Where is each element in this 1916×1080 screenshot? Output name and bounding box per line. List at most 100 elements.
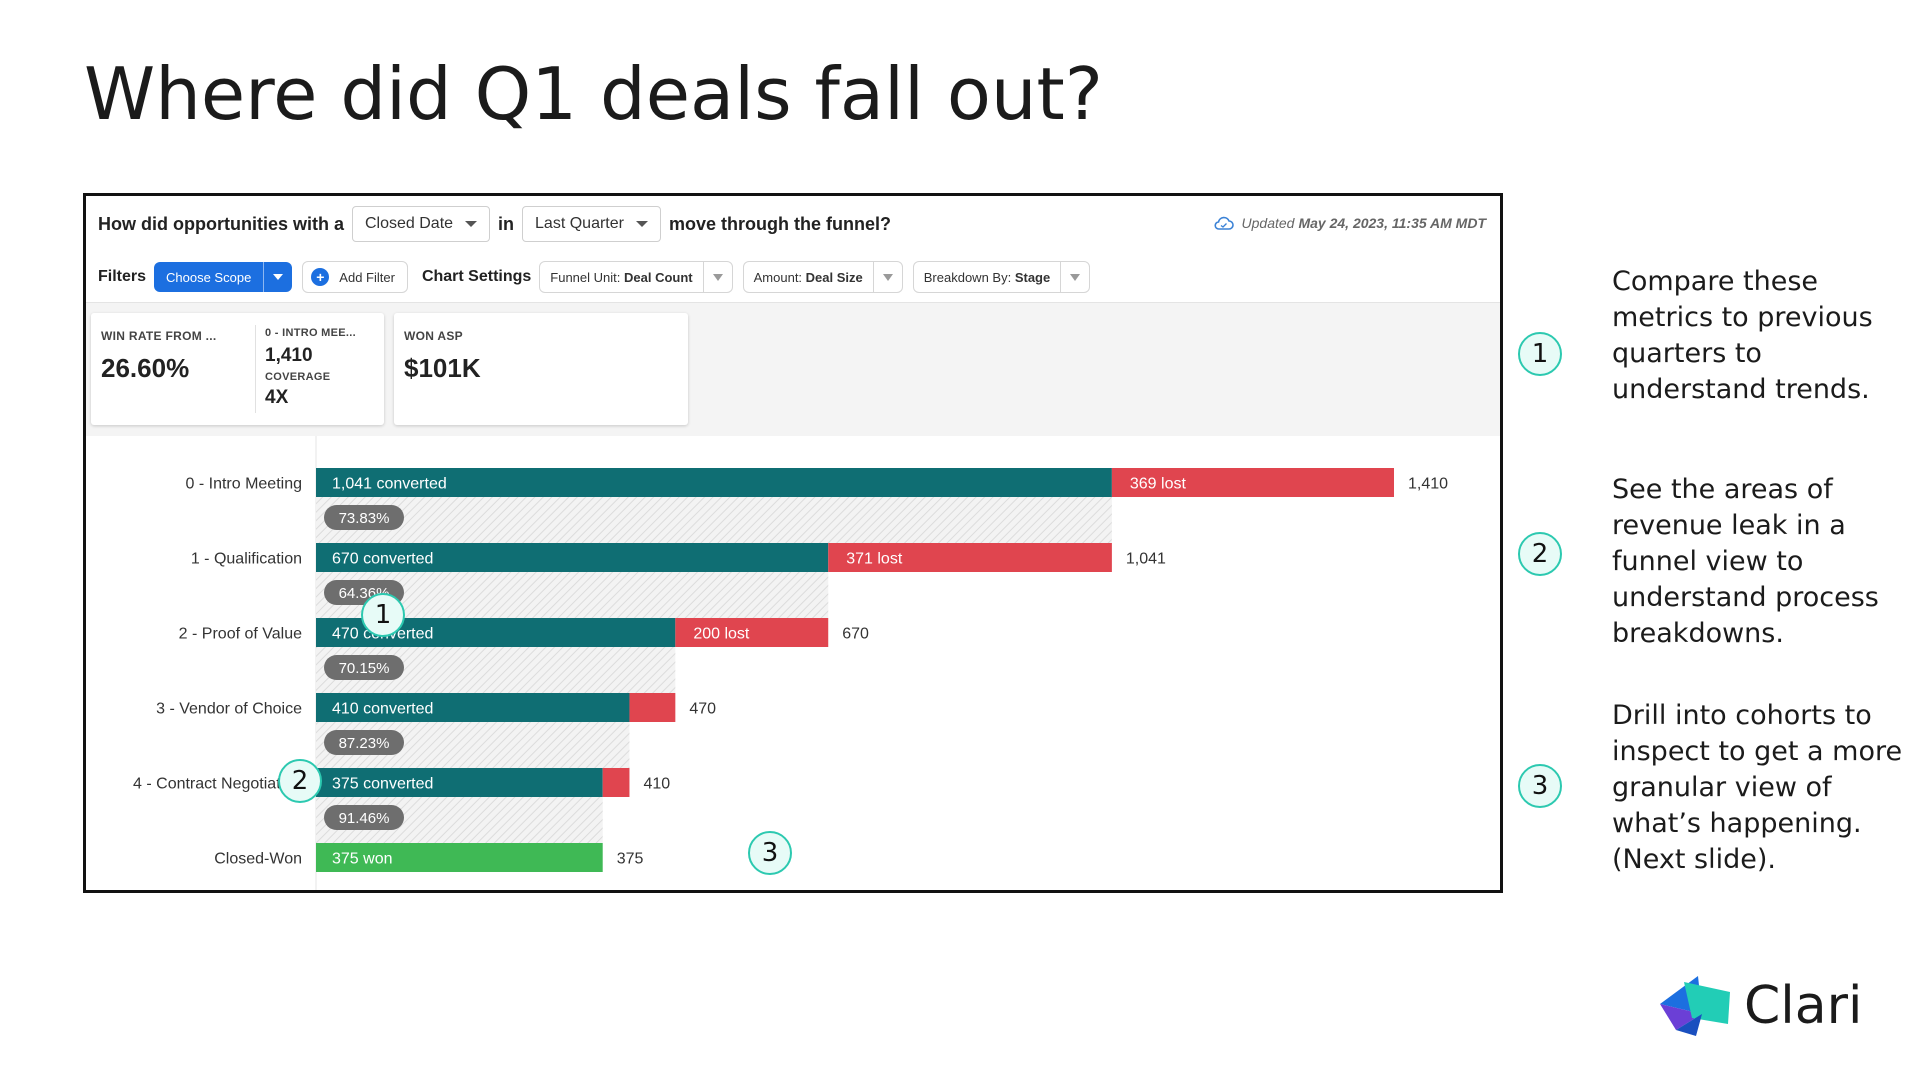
stage-label: 2 - Proof of Value <box>179 626 302 643</box>
breakdown-label: Breakdown By: <box>923 269 1012 285</box>
chevron-down-icon <box>872 262 902 292</box>
period-value: Last Quarter <box>535 215 624 232</box>
conversion-rate-label: 70.15% <box>339 660 390 677</box>
callout-marker-1: 1 <box>361 593 405 637</box>
query-bar: How did opportunities with a Closed Date… <box>86 196 1500 252</box>
stage-label: 1 - Qualification <box>191 551 302 568</box>
stage-label: 0 - Intro Meeting <box>186 476 303 493</box>
breakdown-dropdown[interactable]: Breakdown By: Stage <box>912 261 1091 293</box>
win-rate-label: WIN RATE FROM ... <box>101 329 217 343</box>
total-label: 1,041 <box>1126 551 1166 568</box>
conversion-rate-pill <box>324 505 404 530</box>
coverage-label: COVERAGE <box>265 371 331 383</box>
plus-icon: + <box>311 268 330 286</box>
side-callout-3: 3 <box>1518 764 1562 808</box>
funnel-unit-dropdown[interactable]: Funnel Unit: Deal Count <box>539 261 733 293</box>
won-bar <box>316 843 603 872</box>
filters-label: Filters <box>98 268 147 285</box>
chevron-down-icon <box>635 221 648 227</box>
callout-marker-2: 2 <box>278 759 322 803</box>
side-callout-1: 1 <box>1518 332 1562 376</box>
amount-dropdown[interactable]: Amount: Deal Size <box>742 261 903 293</box>
funnel-chart-svg: 0 - Intro Meeting 1,041 converted 369 lost… <box>133 436 1448 890</box>
stage-label: 4 - Contract Negotiation <box>133 776 302 793</box>
breakdown-value: Stage <box>1014 269 1051 285</box>
period-dropdown[interactable]: Last Quarter <box>522 206 661 242</box>
side-note-3: Drill into cohorts to inspect to get a m… <box>1612 700 1903 875</box>
funnel-connector <box>316 572 829 618</box>
converted-label: 670 converted <box>332 551 433 568</box>
conversion-rate-label: 87.23% <box>339 735 390 752</box>
cloud-sync-icon <box>1213 216 1234 230</box>
lost-bar <box>675 618 829 647</box>
amount-value: Deal Size <box>805 269 863 285</box>
won-label: 375 won <box>332 851 393 868</box>
lost-bar <box>828 543 1112 572</box>
stage-label: 3 - Vendor of Choice <box>156 701 302 718</box>
chevron-down-icon <box>1060 262 1089 292</box>
conversion-rate-pill <box>324 655 404 680</box>
total-label: 410 <box>643 776 670 793</box>
date-field-dropdown[interactable]: Closed Date <box>351 206 491 242</box>
total-label: 670 <box>842 626 869 643</box>
add-filter-button[interactable]: + Add Filter <box>302 261 408 293</box>
side-note-2: See the areas of revenue leak in a funne… <box>1612 474 1879 649</box>
lost-bar <box>602 768 630 797</box>
query-in-label: in <box>498 213 515 234</box>
won-asp-value: $101K <box>404 353 481 383</box>
query-suffix: move through the funnel? <box>668 213 891 234</box>
funnel-connector <box>316 497 1112 543</box>
lost-label: 200 lost <box>693 626 750 643</box>
intro-meeting-label: 0 - INTRO MEE... <box>265 327 356 339</box>
funnel-unit-label: Funnel Unit: <box>550 269 621 285</box>
chevron-down-icon <box>702 262 732 292</box>
won-asp-label: WON ASP <box>404 329 463 343</box>
lost-bar <box>629 693 676 722</box>
funnel-app-screenshot: How did opportunities with a Closed Date… <box>83 193 1503 893</box>
lost-bar <box>1111 468 1394 497</box>
conversion-rate-pill <box>324 730 404 755</box>
amount-label: Amount: <box>753 269 803 285</box>
lost-label: 369 lost <box>1130 476 1187 493</box>
win-rate-coverage-card[interactable]: WIN RATE FROM ... 26.60% 0 - INTRO MEE..… <box>91 313 384 425</box>
slide-title: Where did Q1 deals fall out? <box>84 52 1104 136</box>
side-note-1: Compare these metrics to previous quarte… <box>1612 266 1873 405</box>
updated-time: May 24, 2023, 11:35 AM MDT <box>1298 215 1486 231</box>
converted-bar <box>316 693 630 722</box>
date-field-value: Closed Date <box>364 215 454 232</box>
funnel-chart: 0 - Intro Meeting 1,041 converted 369 lost… <box>86 436 1500 890</box>
total-label: 375 <box>617 851 644 868</box>
conversion-rate-label: 91.46% <box>339 810 390 827</box>
choose-scope-label: Choose Scope <box>166 269 252 285</box>
metrics-area: WIN RATE FROM ... 26.60% 0 - INTRO MEE..… <box>86 302 1500 437</box>
converted-label: 410 converted <box>332 701 433 718</box>
updated-timestamp: Updated May 24, 2023, 11:35 AM MDT <box>1213 215 1486 231</box>
total-label: 1,410 <box>1408 476 1448 493</box>
conversion-rate-label: 73.83% <box>339 510 390 527</box>
stage-label: Closed-Won <box>214 851 302 868</box>
logo-wordmark: Clari <box>1744 976 1863 1036</box>
chart-settings-label: Chart Settings <box>421 268 532 285</box>
chevron-down-icon[interactable] <box>263 262 292 292</box>
choose-scope-button[interactable]: Choose Scope <box>154 262 293 292</box>
intro-meeting-value: 1,410 <box>265 345 313 366</box>
card-divider <box>255 325 256 413</box>
coverage-value: 4X <box>265 387 289 408</box>
won-asp-card[interactable]: WON ASP $101K <box>394 313 688 425</box>
query-prefix: How did opportunities with a <box>98 213 344 234</box>
converted-bar <box>316 543 829 572</box>
updated-prefix: Updated <box>1241 215 1295 231</box>
side-callout-2: 2 <box>1518 532 1562 576</box>
funnel-unit-value: Deal Count <box>624 269 693 285</box>
win-rate-value: 26.60% <box>101 353 190 383</box>
conversion-rate-pill <box>324 805 404 830</box>
total-label: 470 <box>689 701 716 718</box>
callout-marker-3: 3 <box>748 831 792 875</box>
converted-bar <box>316 468 1112 497</box>
lost-label: 371 lost <box>846 551 903 568</box>
clari-logo: Clari <box>1656 974 1862 1038</box>
filter-bar: Filters Choose Scope + Add Filter Chart … <box>86 252 1500 302</box>
converted-label: 375 converted <box>332 776 433 793</box>
funnel-connector <box>316 647 676 693</box>
converted-bar <box>316 768 603 797</box>
